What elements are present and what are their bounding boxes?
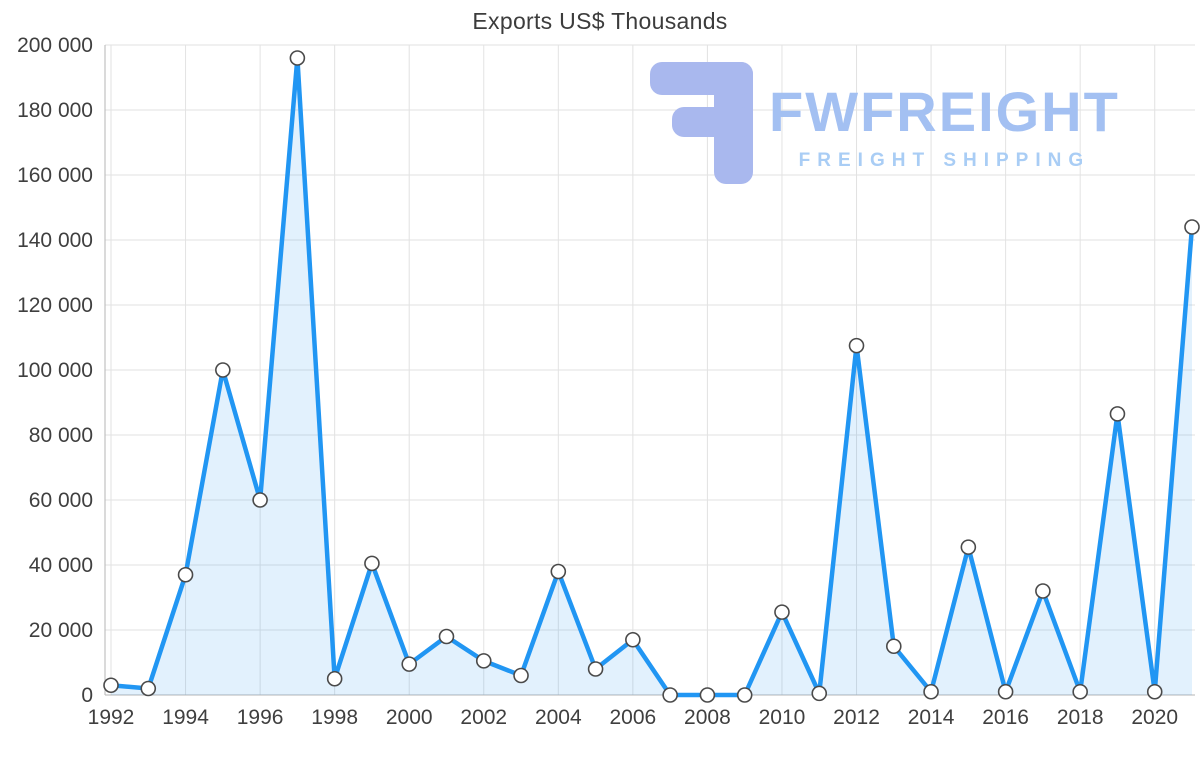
series-line xyxy=(108,55,1195,698)
x-tick-label: 2020 xyxy=(1131,706,1178,729)
series-area-fill xyxy=(111,58,1192,695)
data-point-marker[interactable] xyxy=(1072,683,1088,700)
x-tick-label: 2014 xyxy=(908,706,955,729)
data-point-marker[interactable] xyxy=(252,492,268,508)
chart-title: Exports US$ Thousands xyxy=(472,8,728,34)
y-tick-label: 160 000 xyxy=(17,164,93,187)
data-point-marker[interactable] xyxy=(103,677,119,694)
data-point-marker[interactable] xyxy=(774,604,790,620)
data-point-marker[interactable] xyxy=(513,667,529,684)
data-point-marker[interactable] xyxy=(997,683,1014,700)
y-tick-label: 40 000 xyxy=(29,554,93,577)
y-tick-label: 100 000 xyxy=(17,359,93,382)
y-tick-label: 120 000 xyxy=(17,294,93,317)
y-tick-label: 140 000 xyxy=(17,229,93,252)
x-tick-label: 1992 xyxy=(88,706,135,729)
data-point-marker[interactable] xyxy=(177,566,194,583)
data-point-marker[interactable] xyxy=(662,687,678,703)
x-tick-label: 2010 xyxy=(759,706,806,729)
x-tick-label: 2018 xyxy=(1057,706,1104,729)
data-point-marker[interactable] xyxy=(1146,683,1163,700)
x-tick-label: 2002 xyxy=(460,706,507,729)
data-point-marker[interactable] xyxy=(1184,219,1200,235)
x-tick-label: 2006 xyxy=(610,706,657,729)
data-point-marker[interactable] xyxy=(1035,583,1051,599)
x-tick-label: 2004 xyxy=(535,706,582,729)
data-point-marker[interactable] xyxy=(848,337,865,354)
data-point-marker[interactable] xyxy=(401,656,418,672)
y-tick-label: 180 000 xyxy=(17,99,93,122)
data-point-marker[interactable] xyxy=(625,631,641,648)
data-point-marker[interactable] xyxy=(289,50,306,66)
x-tick-label: 1996 xyxy=(237,706,284,729)
y-tick-label: 200 000 xyxy=(17,34,93,57)
y-tick-label: 0 xyxy=(81,684,93,707)
x-tick-label: 2008 xyxy=(684,706,731,729)
data-point-marker[interactable] xyxy=(438,628,455,645)
x-tick-label: 2016 xyxy=(982,706,1029,729)
data-point-marker[interactable] xyxy=(587,661,604,677)
data-point-marker[interactable] xyxy=(475,653,492,669)
y-tick-label: 60 000 xyxy=(29,489,93,512)
data-point-marker[interactable] xyxy=(960,539,977,555)
data-point-marker[interactable] xyxy=(699,687,716,703)
data-point-marker[interactable] xyxy=(215,362,231,378)
data-point-marker[interactable] xyxy=(736,687,753,703)
y-tick-label: 80 000 xyxy=(29,424,93,447)
data-point-marker[interactable] xyxy=(326,670,343,687)
x-tick-label: 2000 xyxy=(386,706,433,729)
data-point-marker[interactable] xyxy=(1109,406,1126,422)
x-tick-label: 2012 xyxy=(833,706,880,729)
data-point-marker[interactable] xyxy=(140,680,157,697)
data-point-marker[interactable] xyxy=(885,638,902,655)
x-tick-label: 1994 xyxy=(162,706,209,729)
data-point-marker[interactable] xyxy=(364,555,380,572)
y-tick-label: 20 000 xyxy=(29,619,93,642)
data-point-marker[interactable] xyxy=(923,683,939,700)
x-tick-label: 1998 xyxy=(311,706,358,729)
data-point-marker[interactable] xyxy=(550,563,567,580)
data-point-marker[interactable] xyxy=(811,685,828,702)
